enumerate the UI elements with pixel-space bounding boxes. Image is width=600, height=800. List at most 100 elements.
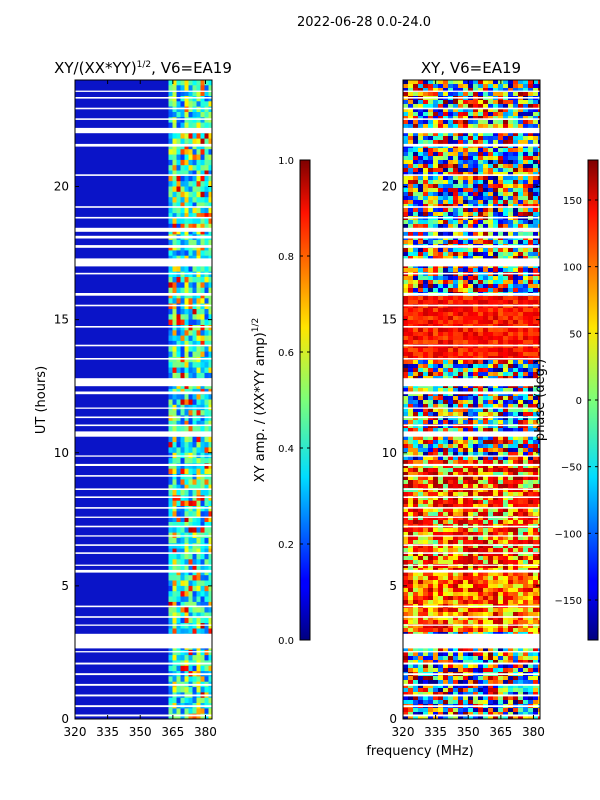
phase-cell <box>513 488 519 493</box>
x-tick-label: 365 <box>161 725 184 739</box>
phase-cell <box>538 192 540 197</box>
amplitude-cell <box>188 436 193 443</box>
phase-cell <box>408 516 414 521</box>
amplitude-cell <box>204 314 209 321</box>
amplitude-cell <box>208 463 212 470</box>
amplitude-cell <box>204 207 209 214</box>
phase-cell <box>463 148 469 153</box>
phase-cell <box>493 84 499 89</box>
phase-cell <box>458 84 464 89</box>
phase-cell <box>538 288 540 293</box>
phase-cell <box>408 88 414 93</box>
phase-cell <box>413 300 419 305</box>
phase-cell <box>533 140 539 145</box>
amplitude-cell <box>180 601 185 608</box>
amplitude-cell <box>200 527 205 534</box>
phase-cell <box>483 548 489 553</box>
phase-cell <box>468 540 474 545</box>
phase-cell <box>538 224 540 229</box>
phase-cell <box>403 468 409 473</box>
amplitude-cell <box>188 612 193 619</box>
phase-cell <box>508 552 514 557</box>
phase-cell <box>408 512 414 517</box>
phase-cell <box>408 336 414 341</box>
phase-cell <box>503 248 509 253</box>
phase-cell <box>478 576 484 581</box>
phase-cell <box>448 576 454 581</box>
phase-cell <box>408 308 414 313</box>
amplitude-cell <box>184 697 189 704</box>
phase-cell <box>523 340 529 345</box>
phase-cell <box>488 572 494 577</box>
amplitude-cell <box>172 330 177 337</box>
phase-cell <box>458 544 464 549</box>
amplitude-cell <box>176 585 181 592</box>
phase-cell <box>423 500 429 505</box>
phase-cell <box>493 100 499 105</box>
amplitude-cell <box>168 522 173 528</box>
phase-cell <box>423 340 429 345</box>
amplitude-cell <box>208 101 212 108</box>
phase-cell <box>443 428 449 433</box>
amplitude-cell <box>196 325 201 331</box>
amplitude-cell <box>172 271 177 278</box>
phase-cell <box>508 428 514 433</box>
amplitude-cell <box>188 447 193 454</box>
phase-cell <box>513 320 519 325</box>
phase-cell <box>533 124 539 129</box>
phase-cell <box>428 184 434 189</box>
y-axis-label: UT (hours) <box>34 366 49 434</box>
phase-cell <box>503 192 509 197</box>
phase-cell <box>468 224 474 229</box>
phase-cell <box>448 316 454 321</box>
phase-cell <box>408 388 414 393</box>
amplitude-cell <box>208 474 212 480</box>
amplitude-cell <box>204 580 209 587</box>
phase-cell <box>503 576 509 581</box>
amplitude-cell <box>196 484 201 491</box>
amplitude-cell <box>200 250 205 257</box>
phase-cell <box>433 220 439 225</box>
phase-cell <box>523 288 529 293</box>
phase-cell <box>518 180 524 185</box>
phase-cell <box>438 408 444 413</box>
phase-cell <box>523 132 529 137</box>
amplitude-cell <box>204 697 209 704</box>
phase-cell <box>408 556 414 561</box>
phase-cell <box>478 152 484 157</box>
phase-cell <box>523 516 529 521</box>
phase-cell <box>408 300 414 305</box>
phase-cell <box>528 488 534 493</box>
phase-cell <box>453 276 459 281</box>
amplitude-cell <box>204 143 209 150</box>
phase-cell <box>513 436 519 441</box>
phase-cell <box>483 120 489 125</box>
phase-cell <box>508 140 514 145</box>
phase-cell <box>523 460 529 465</box>
phase-heatmap <box>403 80 540 719</box>
amplitude-cell <box>176 697 181 704</box>
phase-cell <box>413 464 419 469</box>
amplitude-cell <box>168 143 173 150</box>
amplitude-cell <box>196 80 201 86</box>
phase-cell <box>423 532 429 537</box>
phase-cell <box>538 124 540 129</box>
phase-cell <box>413 564 419 569</box>
phase-cell <box>533 564 539 569</box>
phase-cell <box>528 232 534 237</box>
amplitude-cell <box>208 207 212 214</box>
phase-cell <box>458 168 464 173</box>
amplitude-cell <box>196 511 201 518</box>
amplitude-cell <box>172 484 177 491</box>
phase-cell <box>428 372 434 377</box>
phase-cell <box>523 464 529 469</box>
phase-cell <box>468 256 474 261</box>
amplitude-cell <box>192 655 197 661</box>
amplitude-cell <box>184 569 189 576</box>
phase-cell <box>453 100 459 105</box>
phase-cell <box>418 408 424 413</box>
phase-cell <box>453 212 459 217</box>
amplitude-cell <box>200 335 205 342</box>
amplitude-cell <box>204 607 209 613</box>
phase-cell <box>498 564 504 569</box>
